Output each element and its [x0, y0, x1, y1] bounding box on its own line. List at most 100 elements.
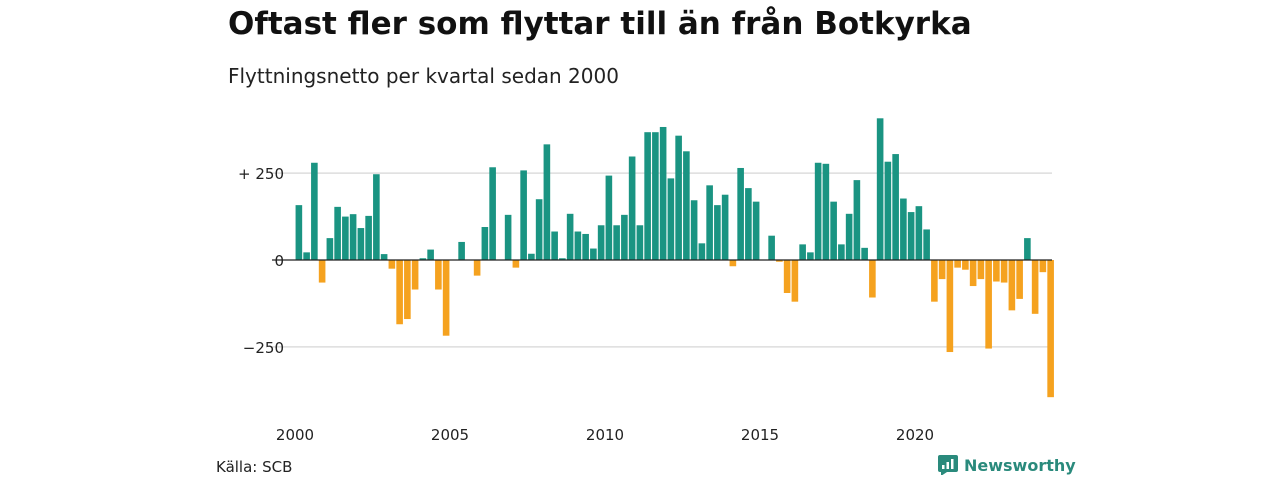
bar [807, 252, 814, 260]
bar [853, 180, 861, 260]
bar [442, 260, 450, 336]
bar [1016, 260, 1023, 299]
bar [659, 126, 667, 260]
bar [427, 249, 434, 260]
bar [652, 132, 659, 260]
chart-title: Oftast fler som flyttar till än från Bot… [228, 6, 972, 42]
bar [520, 170, 527, 260]
bar [349, 214, 357, 260]
bar [690, 200, 698, 260]
newsworthy-logo-icon [938, 455, 958, 475]
bar [365, 215, 372, 260]
bar [938, 260, 946, 280]
bar [1031, 260, 1039, 314]
bar [334, 206, 341, 260]
bar [969, 260, 977, 287]
bar [900, 198, 907, 260]
bar [814, 162, 822, 260]
bar [481, 227, 489, 260]
bar [582, 233, 589, 260]
bar [776, 260, 783, 262]
bar [1008, 260, 1016, 311]
bar [698, 243, 706, 260]
bar [559, 258, 566, 260]
bar [551, 231, 558, 260]
bar [318, 260, 326, 283]
bar [411, 260, 419, 290]
bar [845, 213, 853, 260]
bar [768, 235, 775, 260]
bar [404, 260, 411, 320]
bar [605, 175, 613, 260]
bar [636, 225, 644, 260]
axes: + 250 0 −250 2000 2005 2010 2015 2020 [238, 165, 1052, 444]
chart-subtitle: Flyttningsnetto per kvartal sedan 2000 [228, 64, 619, 88]
bar [512, 260, 520, 268]
bar [590, 248, 597, 260]
x-tick-label: 2005 [431, 426, 469, 444]
bar [830, 201, 837, 260]
bar [644, 132, 651, 260]
bar [667, 178, 675, 260]
bar [977, 260, 985, 280]
bar [535, 199, 543, 260]
bar [993, 260, 1000, 282]
bar [907, 212, 915, 260]
y-tick-label: 0 [274, 252, 284, 270]
bar [388, 260, 396, 269]
bar [721, 194, 729, 260]
bar [543, 144, 551, 260]
bar [357, 228, 365, 260]
brand-name: Newsworthy [964, 455, 1076, 475]
bar [923, 229, 930, 260]
bar [311, 162, 318, 260]
bar [799, 244, 806, 260]
bar [473, 260, 481, 276]
bar [613, 225, 620, 260]
bar [791, 260, 799, 302]
brand-logo: Newsworthy [938, 455, 1076, 475]
x-tick-label: 2010 [586, 426, 624, 444]
bar [504, 214, 512, 260]
x-tick-label: 2020 [896, 426, 934, 444]
bar [396, 260, 403, 325]
bar [714, 205, 721, 260]
bar [822, 163, 830, 260]
bar [869, 260, 876, 298]
bar [783, 260, 791, 293]
bar [675, 135, 682, 260]
y-tick-label: −250 [243, 339, 284, 357]
y-tick-label: + 250 [238, 165, 284, 183]
bar [915, 206, 923, 260]
bar [566, 213, 574, 260]
bar [303, 252, 310, 260]
bar [435, 260, 442, 290]
bar [706, 185, 713, 260]
bar [489, 167, 496, 260]
bar [962, 260, 969, 270]
bar [628, 156, 636, 260]
bar [342, 216, 349, 260]
x-tick-label: 2015 [741, 426, 779, 444]
bar [931, 260, 938, 302]
source-label: Källa: SCB [216, 458, 293, 476]
bar [373, 174, 380, 260]
bar [892, 154, 899, 260]
bar [729, 260, 737, 267]
bar [683, 151, 690, 260]
bar [838, 244, 845, 260]
bar [946, 260, 954, 353]
bar [528, 253, 535, 260]
bar [861, 247, 868, 260]
bar [326, 238, 334, 260]
bar [752, 201, 760, 260]
bar [380, 254, 388, 260]
bar [737, 167, 744, 260]
bar [876, 118, 884, 260]
bar [597, 225, 605, 260]
bars [295, 118, 1054, 398]
bar [1024, 238, 1031, 260]
bar [621, 214, 628, 260]
bar [1047, 260, 1054, 398]
